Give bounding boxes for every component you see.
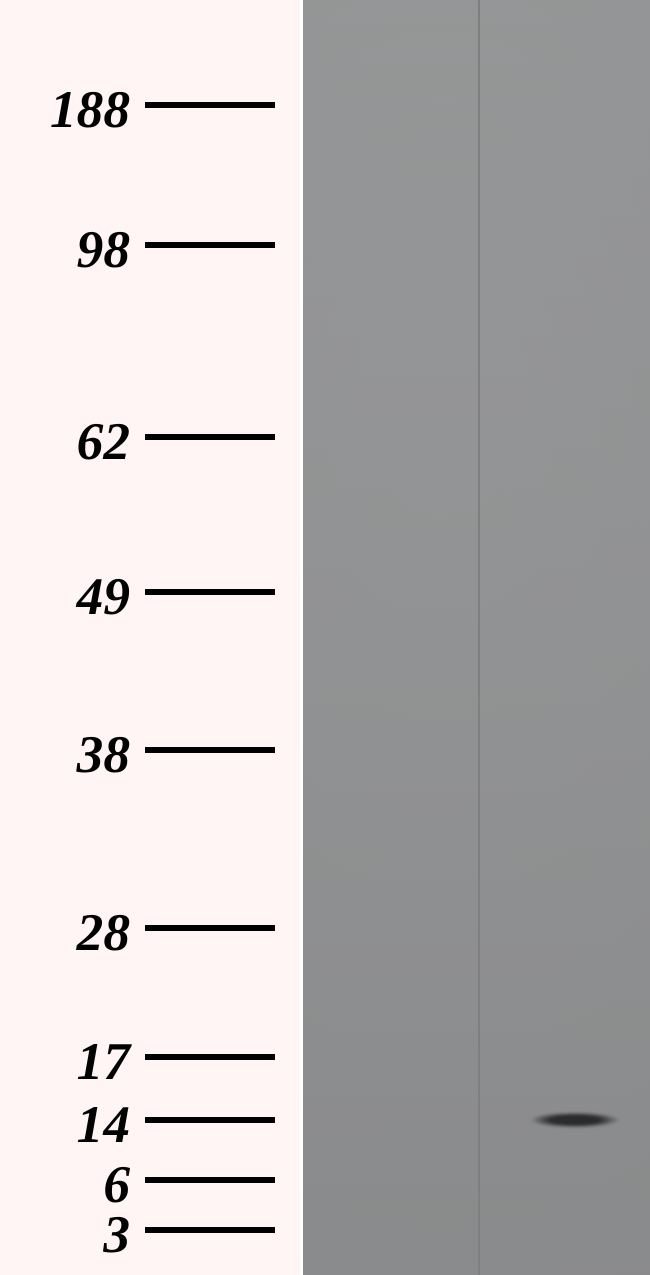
ladder-tick: [145, 747, 275, 753]
blot-membrane: [303, 0, 650, 1275]
ladder-tick: [145, 1117, 275, 1123]
ladder-label: 3: [103, 1208, 130, 1261]
ladder-label: 28: [77, 906, 130, 959]
ladder-tick: [145, 589, 275, 595]
protein-band: [530, 1112, 620, 1128]
ladder-tick: [145, 1227, 275, 1233]
ladder-tick: [145, 102, 275, 108]
ladder-label: 188: [50, 83, 130, 136]
ladder-region: [0, 0, 300, 1275]
western-blot-figure: 188 98 62 49 38 28 17 14 63: [0, 0, 650, 1275]
ladder-label: 49: [77, 570, 130, 623]
ladder-tick: [145, 434, 275, 440]
ladder-label: 38: [77, 728, 130, 781]
ladder-label: 14: [77, 1098, 130, 1151]
ladder-label: 98: [77, 223, 130, 276]
ladder-label: 62: [77, 415, 130, 468]
ladder-tick: [145, 1054, 275, 1060]
ladder-tick: [145, 1177, 275, 1183]
ladder-label: 17: [77, 1035, 130, 1088]
ladder-tick: [145, 925, 275, 931]
ladder-tick: [145, 242, 275, 248]
lane-divider: [478, 0, 480, 1275]
ladder-label: 6: [103, 1158, 130, 1211]
